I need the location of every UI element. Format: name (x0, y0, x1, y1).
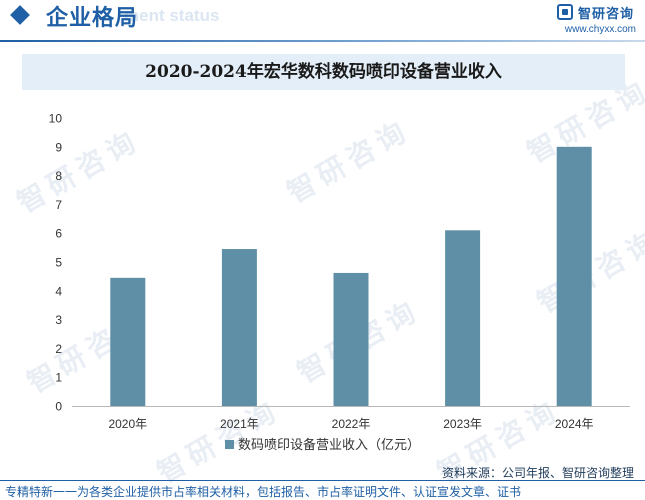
y-tick-label: 4 (55, 284, 62, 298)
x-tick-label: 2021年 (220, 417, 259, 431)
brand-name: 智研咨询 (577, 6, 634, 22)
y-tick-label: 6 (55, 227, 62, 241)
x-tick-label: 2023年 (443, 417, 482, 431)
brand-logo-icon (556, 4, 573, 20)
section-title: 企业格局 (46, 5, 139, 31)
header-subtitle-en: ment status (124, 6, 220, 25)
brand-logo: 智研咨询 (556, 3, 634, 22)
footer-text: 专精特新一一为各类企业提供市占率相关材料，包括报告、市占率证明文件、认证宣发文章… (5, 485, 522, 499)
y-tick-label: 5 (55, 256, 62, 270)
y-tick-label: 2 (55, 342, 62, 356)
y-tick-label: 10 (49, 112, 63, 126)
bar (221, 249, 257, 406)
page-header: ment status 企业格局 智研咨询 www.chyxx.com (0, 0, 645, 42)
chart-title: 2020-2024年宏华数科数码喷印设备营业收入 (145, 62, 502, 82)
source-note: 资料来源：公司年报、智研咨询整理 (441, 466, 634, 480)
header-divider (0, 40, 645, 42)
x-tick-label: 2020年 (108, 417, 147, 431)
y-tick-label: 1 (55, 371, 62, 385)
bar (110, 277, 146, 406)
chart-legend: 数码喷印设备营业收入（亿元） (0, 434, 645, 453)
footer-divider (0, 480, 645, 481)
bar (556, 146, 592, 407)
x-tick-label: 2022年 (332, 417, 371, 431)
y-tick-label: 7 (55, 198, 62, 212)
brand-url: www.chyxx.com (564, 24, 636, 35)
bar (445, 230, 481, 406)
legend-swatch (224, 440, 234, 449)
x-tick-label: 2024年 (555, 417, 594, 431)
y-tick-label: 9 (55, 140, 62, 154)
y-tick-label: 8 (55, 169, 62, 183)
y-tick-label: 0 (55, 400, 62, 414)
y-tick-label: 3 (55, 313, 62, 327)
bar (333, 272, 369, 406)
legend-label: 数码喷印设备营业收入（亿元） (237, 438, 420, 453)
chart-title-band: 2020-2024年宏华数科数码喷印设备营业收入 (22, 54, 625, 90)
